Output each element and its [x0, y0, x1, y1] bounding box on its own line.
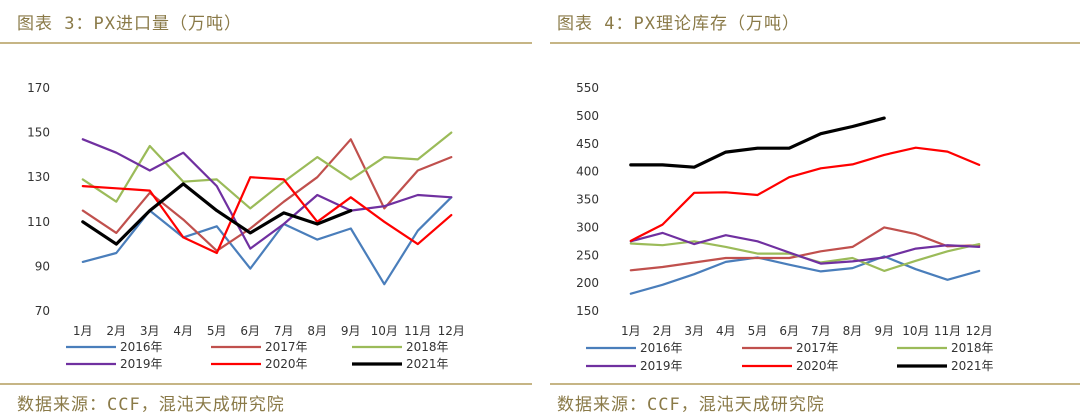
chart-panel-px-inventory: 图表 4：PX理论库存（万吨） 150 200 250 300 350 400 450 500…	[540, 0, 1080, 419]
x-tick-label: 9月	[341, 324, 361, 338]
x-tick-label: 12月	[438, 324, 465, 338]
y-tick-label: 150	[27, 126, 50, 140]
legend-label: 2016年	[640, 341, 683, 355]
series-line	[81, 131, 453, 210]
x-tick-label: 2月	[653, 324, 673, 338]
series-line	[81, 176, 453, 255]
legend-label: 2017年	[265, 340, 308, 354]
x-tick-label: 11月	[404, 324, 431, 338]
x-tick-label: 8月	[843, 324, 863, 338]
source-divider	[550, 383, 1080, 385]
series-line	[629, 116, 886, 169]
series-line	[629, 255, 981, 295]
x-tick-label: 11月	[934, 324, 961, 338]
series-line	[81, 182, 353, 246]
legend-label: 2016年	[120, 340, 163, 354]
source-note: 数据来源：CCF，混沌天成研究院	[17, 395, 285, 415]
y-tick-label: 450	[576, 137, 599, 151]
y-tick-label: 130	[27, 170, 50, 184]
y-tick-label: 350	[576, 193, 599, 207]
series-line	[629, 231, 981, 265]
series-line	[629, 226, 981, 272]
x-tick-label: 3月	[684, 324, 704, 338]
x-tick-label: 10月	[371, 324, 398, 338]
x-tick-label: 6月	[779, 324, 799, 338]
legend-label: 2018年	[951, 341, 994, 355]
px-import-chart: 70 90 110 130 150 170 1月 2月 3月 4月 5月 6月 7月 8月 9月 10月 11月…	[27, 81, 465, 371]
x-tick-label: 10月	[902, 324, 929, 338]
legend-label: 2020年	[796, 359, 839, 373]
series-line	[629, 146, 981, 242]
x-tick-label: 4月	[716, 324, 736, 338]
legend-label: 2021年	[406, 357, 449, 371]
y-tick-label: 90	[35, 259, 50, 273]
legend-label: 2019年	[120, 357, 163, 371]
y-tick-label: 250	[576, 248, 599, 262]
legend-label: 2020年	[265, 357, 308, 371]
px-inventory-chart: 150 200 250 300 350 400 450 500 550 1月 2月 3月 4月 5月 6月 7…	[576, 81, 994, 373]
title-divider	[550, 42, 1080, 44]
y-tick-label: 400	[576, 165, 599, 179]
source-note: 数据来源：CCF，混沌天成研究院	[557, 395, 825, 415]
y-tick-label: 200	[576, 276, 599, 290]
x-tick-label: 8月	[307, 324, 327, 338]
series-line	[629, 240, 981, 272]
title-divider	[0, 42, 532, 44]
x-tick-label: 6月	[240, 324, 260, 338]
legend-label: 2017年	[796, 341, 839, 355]
y-tick-label: 550	[576, 81, 599, 95]
source-divider	[0, 383, 532, 385]
x-tick-label: 4月	[173, 324, 193, 338]
y-tick-label: 110	[27, 215, 50, 229]
y-tick-label: 500	[576, 109, 599, 123]
y-tick-label: 70	[35, 304, 50, 318]
chart-panel-px-import: 图表 3：PX进口量（万吨） 70 90 110 130 150 170 1月 2月 3月 4月 5…	[0, 14, 532, 415]
series-line	[81, 138, 453, 250]
legend-label: 2019年	[640, 359, 683, 373]
x-tick-label: 3月	[140, 324, 160, 338]
y-tick-label: 300	[576, 220, 599, 234]
chart-title: 图表 4：PX理论库存（万吨）	[557, 14, 800, 34]
x-tick-label: 1月	[73, 324, 93, 338]
x-tick-label: 12月	[966, 324, 993, 338]
y-tick-label: 150	[576, 304, 599, 318]
x-tick-label: 5月	[207, 324, 227, 338]
x-tick-label: 2月	[106, 324, 126, 338]
y-tick-label: 170	[27, 81, 50, 95]
chart-title: 图表 3：PX进口量（万吨）	[17, 14, 242, 34]
x-tick-label: 9月	[874, 324, 894, 338]
series-line	[81, 138, 453, 252]
x-tick-label: 7月	[811, 324, 831, 338]
x-tick-label: 1月	[621, 324, 641, 338]
x-tick-label: 5月	[748, 324, 768, 338]
legend-label: 2018年	[406, 340, 449, 354]
series-line	[81, 196, 453, 286]
legend-label: 2021年	[951, 359, 994, 373]
x-tick-label: 7月	[274, 324, 294, 338]
